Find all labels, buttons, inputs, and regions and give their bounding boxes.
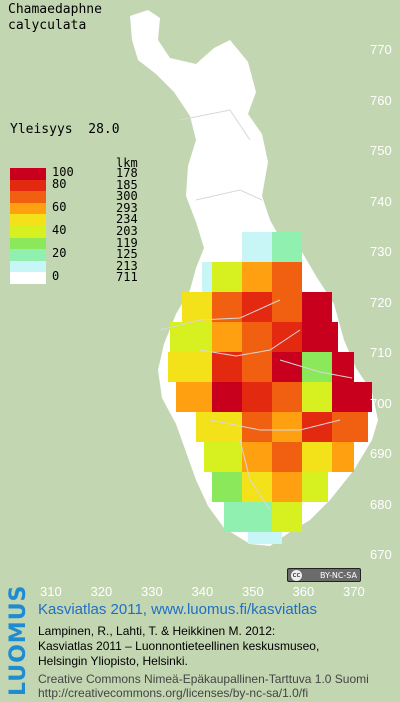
legend-level-label: 60 xyxy=(52,199,67,214)
legend-swatch xyxy=(10,191,46,204)
legend-count: 125 xyxy=(116,247,138,262)
x-tick-label: 320 xyxy=(90,584,113,599)
x-tick-label: 310 xyxy=(40,584,62,599)
species-name: Chamaedaphne calyculata xyxy=(8,2,102,33)
legend-count: 185 xyxy=(116,177,138,192)
legend-level-label: 80 xyxy=(52,176,67,191)
legend-level-label: 0 xyxy=(52,269,60,284)
y-tick-label: 740 xyxy=(370,193,392,209)
legend-count: 234 xyxy=(116,212,138,227)
legend-level-label: 20 xyxy=(52,246,67,261)
legend-count: 119 xyxy=(116,235,138,250)
legend-count: 178 xyxy=(116,166,138,180)
legend-count: 203 xyxy=(116,224,138,238)
citation-line-3: Helsingin Yliopisto, Helsinki. xyxy=(38,654,188,668)
license-line-1: Creative Commons Nimeä-Epäkaupallinen-Ta… xyxy=(38,672,369,686)
legend-swatch xyxy=(10,272,46,285)
frequency-label: Yleisyys xyxy=(10,122,73,137)
legend-level-label: 40 xyxy=(52,223,67,237)
x-tick-label: 330 xyxy=(141,584,163,599)
cc-license-badge[interactable]: cc BY-NC-SA xyxy=(287,568,361,582)
legend-count: 293 xyxy=(116,200,138,215)
citation-line-1: Lampinen, R., Lahti, T. & Heikkinen M. 2… xyxy=(38,624,276,638)
legend-swatch xyxy=(10,179,46,192)
y-tick-label: 690 xyxy=(370,446,392,461)
occurrence-cells xyxy=(168,232,372,544)
x-tick-label: 340 xyxy=(191,584,214,599)
x-tick-label: 350 xyxy=(242,584,264,599)
frequency-readout: Yleisyys 28.0 xyxy=(10,122,120,137)
y-tick-label: 730 xyxy=(370,244,392,259)
y-tick-label: 710 xyxy=(370,345,392,360)
legend-swatch xyxy=(10,214,46,227)
luomus-logo: LUOMUS xyxy=(6,584,31,696)
y-tick-label: 760 xyxy=(370,92,392,108)
legend-level-label: 100 xyxy=(52,165,74,179)
frequency-value: 28.0 xyxy=(88,122,120,137)
legend-swatch xyxy=(10,249,46,262)
legend-count-header: lkm xyxy=(116,156,138,170)
y-tick-label: 700 xyxy=(370,395,392,411)
legend-count: 300 xyxy=(116,189,138,204)
cc-icon: cc xyxy=(291,570,302,581)
cc-badge-text: BY-NC-SA xyxy=(319,571,357,580)
legend-count: 213 xyxy=(116,258,138,273)
region-borders xyxy=(159,109,353,511)
x-tick-label: 370 xyxy=(343,584,365,599)
legend-count: 711 xyxy=(116,270,138,285)
legend-swatch xyxy=(10,237,46,250)
y-tick-label: 770 xyxy=(370,42,392,57)
legend-swatch xyxy=(10,260,46,273)
x-tick-label: 360 xyxy=(292,584,315,599)
legend-swatch xyxy=(10,202,46,215)
atlas-title-link[interactable]: Kasviatlas 2011, www.luomus.fi/kasviatla… xyxy=(38,601,318,618)
legend-swatch xyxy=(10,226,46,238)
y-tick-label: 680 xyxy=(370,496,392,512)
y-tick-label: 670 xyxy=(370,547,392,562)
y-tick-label: 720 xyxy=(370,294,392,310)
y-tick-label: 750 xyxy=(370,143,392,158)
legend-swatch xyxy=(10,168,46,180)
citation-line-2: Kasviatlas 2011 – Luonnontieteellinen ke… xyxy=(38,639,320,653)
distribution-map xyxy=(130,10,378,546)
license-url-link[interactable]: http://creativecommons.org/licenses/by-n… xyxy=(38,686,309,700)
